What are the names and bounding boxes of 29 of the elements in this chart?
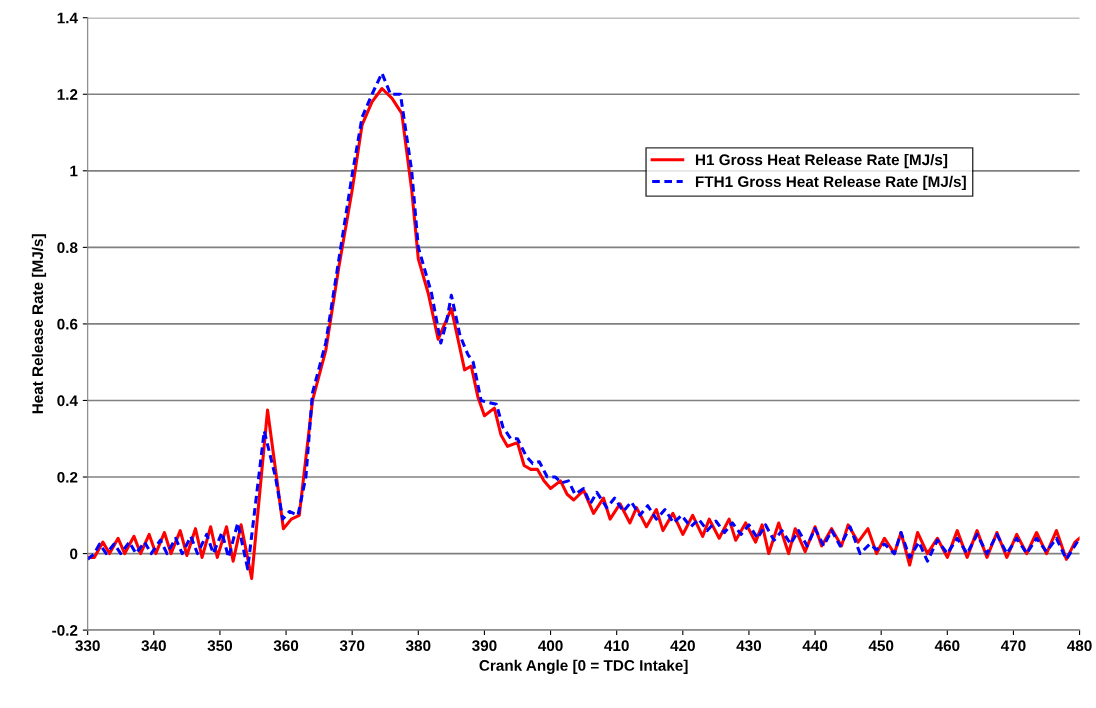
x-tick-label: 350	[207, 640, 233, 652]
x-tick-label: 440	[802, 640, 828, 652]
x-tick-label: 370	[339, 640, 365, 652]
y-tick-label: 0.2	[57, 471, 78, 483]
y-tick-label: 1.2	[57, 89, 78, 100]
legend-label: H1 Gross Heat Release Rate [MJ/s]	[695, 153, 948, 169]
x-tick-label: 420	[670, 640, 695, 652]
y-tick-label: 0.8	[57, 242, 78, 254]
x-tick-label: 410	[604, 640, 629, 652]
x-tick-label: 400	[538, 640, 563, 652]
x-tick-label: 460	[934, 640, 960, 652]
x-tick-label: 330	[75, 640, 100, 652]
y-tick-label: -0.2	[52, 624, 78, 636]
y-tick-label: 0	[70, 548, 78, 560]
x-tick-label: 450	[868, 640, 894, 652]
x-tick-label: 360	[273, 640, 299, 652]
x-tick-label: 470	[1000, 640, 1026, 652]
legend-label: FTH1 Gross Heat Release Rate [MJ/s]	[695, 175, 966, 191]
x-tick-label: 380	[405, 640, 431, 652]
y-tick-label: 0.4	[57, 395, 78, 407]
x-tick-label: 480	[1067, 640, 1092, 652]
y-tick-label: 0.6	[57, 318, 78, 330]
x-tick-label: 390	[472, 640, 497, 652]
x-tick-label: 340	[141, 640, 166, 652]
y-tick-label: 1.4	[57, 12, 78, 24]
x-tick-label: 430	[736, 640, 762, 652]
x-axis-title: Crank Angle [0 = TDC Intake]	[479, 659, 688, 674]
y-axis-title: Heat Release Rate [MJ/s]	[31, 234, 47, 414]
y-tick-label: 1	[70, 165, 78, 177]
